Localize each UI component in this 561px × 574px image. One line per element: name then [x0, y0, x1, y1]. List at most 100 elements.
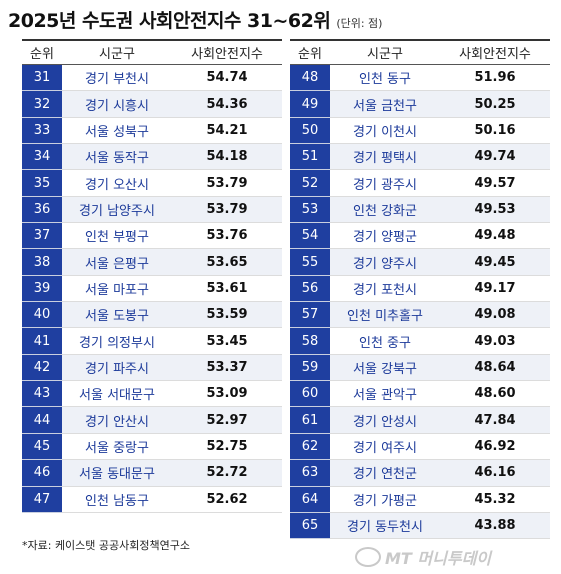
table-row: 34 서울 동작구 54.18 — [22, 144, 282, 171]
region-cell: 경기 동두천시 — [330, 512, 440, 540]
region-cell: 서울 중랑구 — [62, 434, 172, 461]
rank-cell: 60 — [290, 381, 330, 408]
score-cell: 53.09 — [172, 381, 282, 408]
table-row: 33 서울 성북구 54.21 — [22, 117, 282, 145]
ranking-table-right: 순위 시군구 사회안전지수 48 인천 동구 51.96 49 서울 금천구 50.25 5… — [290, 39, 550, 540]
table-row: 65 경기 동두천시 43.88 — [290, 512, 550, 540]
rank-cell: 47 — [22, 486, 62, 513]
header-region: 시군구 — [99, 47, 135, 62]
score-cell: 49.74 — [440, 144, 550, 171]
rank-cell: 42 — [22, 354, 62, 382]
table-body: 31 경기 부천시 54.74 32 경기 시흥시 54.36 33 서울 성북구 54.21 3… — [22, 65, 282, 513]
table-row: 64 경기 가평군 45.32 — [290, 486, 550, 513]
rank-cell: 40 — [22, 302, 62, 329]
score-cell: 49.45 — [440, 249, 550, 276]
rank-cell: 52 — [290, 170, 330, 197]
rank-cell: 37 — [22, 223, 62, 250]
region-cell: 경기 안산시 — [62, 407, 172, 434]
score-cell: 51.96 — [440, 65, 550, 92]
rank-cell: 32 — [22, 91, 62, 118]
table-row: 31 경기 부천시 54.74 — [22, 65, 282, 92]
title-bar: 2025년 수도권 사회안전지수 31~62위 (단위: 점) — [8, 6, 382, 38]
rank-cell: 46 — [22, 460, 62, 487]
table-row: 59 서울 강북구 48.64 — [290, 354, 550, 382]
score-cell: 52.75 — [172, 434, 282, 461]
table-row: 61 경기 안성시 47.84 — [290, 407, 550, 434]
score-cell: 50.16 — [440, 118, 550, 145]
region-cell: 서울 은평구 — [62, 249, 172, 276]
score-cell: 54.21 — [172, 118, 282, 145]
region-cell: 서울 동작구 — [62, 144, 172, 171]
score-cell: 54.18 — [172, 144, 282, 171]
score-cell: 53.59 — [172, 302, 282, 329]
region-cell: 경기 양평군 — [330, 223, 440, 250]
logo-text: MT 머니투데이 — [385, 549, 492, 568]
rank-cell: 65 — [290, 512, 330, 540]
region-cell: 경기 시흥시 — [62, 91, 172, 118]
score-cell: 47.84 — [440, 407, 550, 434]
table-row: 63 경기 연천군 46.16 — [290, 460, 550, 487]
table-row: 48 인천 동구 51.96 — [290, 65, 550, 92]
rank-cell: 54 — [290, 223, 330, 250]
score-cell: 49.48 — [440, 223, 550, 250]
header-rank: 순위 — [298, 47, 322, 62]
score-cell: 52.97 — [172, 407, 282, 434]
rank-cell: 34 — [22, 144, 62, 171]
region-cell: 경기 남양주시 — [62, 196, 172, 224]
rank-cell: 48 — [290, 65, 330, 92]
rank-cell: 49 — [290, 91, 330, 118]
score-cell: 45.32 — [440, 487, 550, 513]
region-cell: 서울 강북구 — [330, 354, 440, 382]
score-cell: 53.65 — [172, 249, 282, 276]
region-cell: 경기 이천시 — [330, 118, 440, 145]
rank-cell: 44 — [22, 407, 62, 434]
table-row: 53 인천 강화군 49.53 — [290, 196, 550, 224]
rank-cell: 64 — [290, 486, 330, 513]
table-row: 57 인천 미추홀구 49.08 — [290, 302, 550, 329]
table-row: 54 경기 양평군 49.48 — [290, 223, 550, 250]
region-cell: 경기 연천군 — [330, 460, 440, 487]
header-region: 시군구 — [367, 47, 403, 62]
rank-cell: 57 — [290, 302, 330, 329]
score-cell: 54.36 — [172, 91, 282, 118]
rank-cell: 58 — [290, 328, 330, 355]
table-header: 순위 시군구 사회안전지수 — [290, 41, 550, 65]
score-cell: 53.79 — [172, 170, 282, 197]
region-cell: 경기 양주시 — [330, 249, 440, 276]
table-row: 50 경기 이천시 50.16 — [290, 117, 550, 145]
rank-cell: 35 — [22, 170, 62, 197]
region-cell: 경기 부천시 — [62, 65, 172, 92]
header-score: 사회안전지수 — [459, 47, 531, 62]
publisher-logo: MT 머니투데이 — [355, 545, 491, 569]
table-row: 39 서울 마포구 53.61 — [22, 275, 282, 303]
region-cell: 인천 강화군 — [330, 196, 440, 224]
region-cell: 서울 동대문구 — [62, 460, 172, 487]
region-cell: 경기 포천시 — [330, 276, 440, 303]
rank-cell: 56 — [290, 275, 330, 303]
score-cell: 48.64 — [440, 354, 550, 382]
table-row: 55 경기 양주시 49.45 — [290, 249, 550, 276]
region-cell: 인천 미추홀구 — [330, 302, 440, 329]
table-row: 60 서울 관악구 48.60 — [290, 381, 550, 408]
score-cell: 53.45 — [172, 328, 282, 355]
score-cell: 52.72 — [172, 460, 282, 487]
rank-cell: 62 — [290, 433, 330, 461]
rank-cell: 45 — [22, 433, 62, 461]
region-cell: 인천 동구 — [330, 65, 440, 92]
rank-cell: 33 — [22, 117, 62, 145]
score-cell: 49.53 — [440, 196, 550, 224]
rank-cell: 61 — [290, 407, 330, 434]
table-row: 32 경기 시흥시 54.36 — [22, 91, 282, 118]
score-cell: 50.25 — [440, 91, 550, 118]
table-row: 41 경기 의정부시 53.45 — [22, 328, 282, 355]
rank-cell: 36 — [22, 196, 62, 224]
rank-cell: 55 — [290, 249, 330, 276]
score-cell: 49.03 — [440, 328, 550, 355]
rank-cell: 53 — [290, 196, 330, 224]
region-cell: 인천 부평구 — [62, 223, 172, 250]
rank-cell: 31 — [22, 65, 62, 92]
table-row: 38 서울 은평구 53.65 — [22, 249, 282, 276]
rank-cell: 50 — [290, 117, 330, 145]
score-cell: 48.60 — [440, 381, 550, 408]
rank-cell: 38 — [22, 249, 62, 276]
